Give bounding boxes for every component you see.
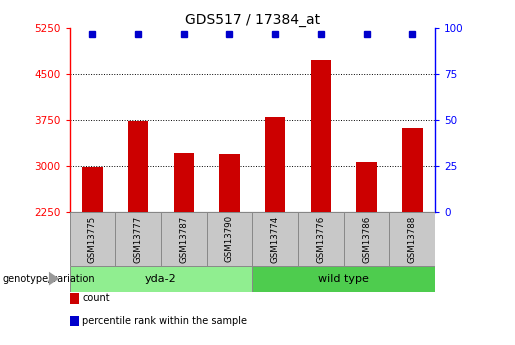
Text: GSM13774: GSM13774 <box>271 215 280 263</box>
Text: GSM13776: GSM13776 <box>316 215 325 263</box>
Bar <box>356 162 377 212</box>
Bar <box>219 154 240 212</box>
Text: GSM13786: GSM13786 <box>362 215 371 263</box>
Text: GSM13790: GSM13790 <box>225 215 234 263</box>
Text: GSM13788: GSM13788 <box>408 215 417 263</box>
Bar <box>82 167 102 212</box>
Bar <box>344 212 389 266</box>
Title: GDS517 / 17384_at: GDS517 / 17384_at <box>185 12 320 27</box>
Bar <box>311 60 331 212</box>
Text: wild type: wild type <box>318 274 369 284</box>
Text: GSM13787: GSM13787 <box>179 215 188 263</box>
Bar <box>70 212 115 266</box>
Bar <box>298 212 344 266</box>
Text: GSM13777: GSM13777 <box>133 215 143 263</box>
Bar <box>128 120 148 212</box>
Bar <box>389 212 435 266</box>
Bar <box>174 153 194 212</box>
Text: GSM13775: GSM13775 <box>88 215 97 263</box>
Bar <box>161 212 207 266</box>
Bar <box>402 128 423 212</box>
Bar <box>70 266 252 292</box>
Text: genotype/variation: genotype/variation <box>3 274 95 284</box>
Bar <box>115 212 161 266</box>
Text: percentile rank within the sample: percentile rank within the sample <box>82 316 247 326</box>
Text: yda-2: yda-2 <box>145 274 177 284</box>
Bar <box>265 117 285 212</box>
Bar <box>252 212 298 266</box>
Bar <box>252 266 435 292</box>
Text: count: count <box>82 294 110 303</box>
Bar <box>207 212 252 266</box>
